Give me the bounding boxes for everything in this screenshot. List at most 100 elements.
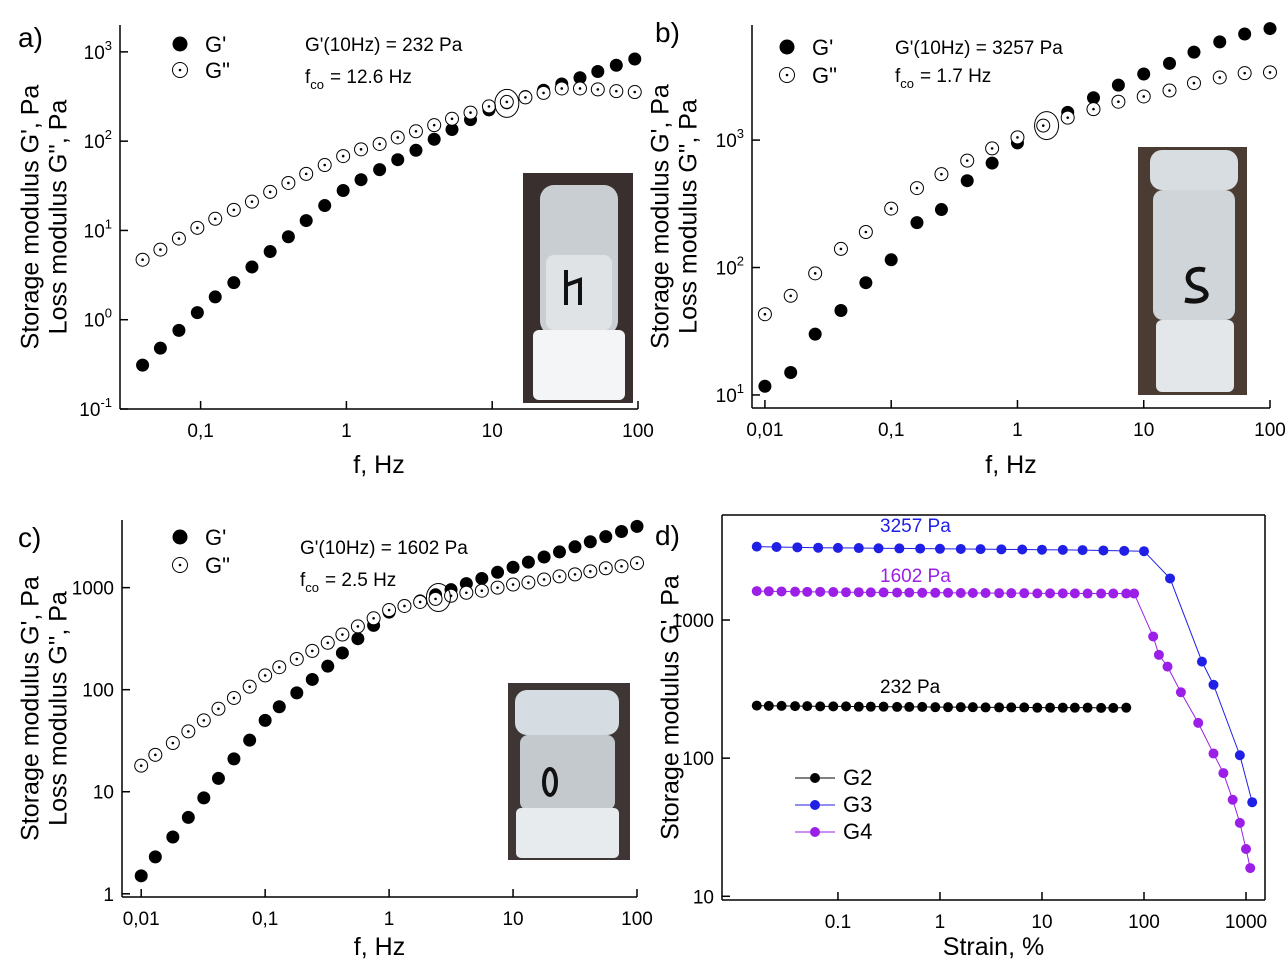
data-point (967, 702, 978, 713)
x-tick-label: 1 (341, 421, 352, 442)
data-point (1006, 702, 1017, 713)
marker-disc (1187, 45, 1201, 59)
marker-disc (599, 530, 613, 544)
marker-disc (272, 700, 286, 714)
y-tick-label: 100 (82, 681, 114, 702)
open-marker (1111, 94, 1126, 109)
marker-dot (263, 674, 267, 677)
legend-label: G" (205, 553, 230, 578)
marker-dot (763, 312, 767, 316)
open-marker (244, 194, 259, 209)
marker-dot (1092, 107, 1095, 111)
marker (197, 791, 211, 805)
open-marker (366, 611, 381, 626)
marker (960, 174, 974, 188)
marker (445, 123, 459, 137)
marker-dot (604, 566, 608, 570)
open-marker (1060, 110, 1075, 125)
marker (475, 571, 489, 585)
legend-marker (810, 800, 820, 810)
marker-disc (630, 519, 644, 533)
y-tick-label: 100 (682, 749, 714, 770)
open-marker (263, 184, 278, 199)
open-marker (1036, 118, 1051, 133)
data-point (802, 586, 813, 597)
marker-disc (506, 560, 520, 574)
marker-dot (323, 163, 327, 167)
y-axis-title: Storage modulus G', Pa (657, 575, 685, 840)
marker-disc (263, 245, 277, 259)
marker (166, 830, 180, 844)
marker (934, 203, 948, 217)
data-point (904, 587, 915, 598)
legend-label: G" (812, 63, 837, 88)
data-point (815, 586, 826, 597)
data-point (1129, 588, 1140, 599)
open-marker (211, 701, 226, 716)
open-marker (808, 266, 823, 281)
data-point (996, 544, 1007, 555)
marker (834, 303, 848, 317)
marker-disc (227, 276, 241, 290)
data-point (917, 587, 928, 598)
marker-dot (178, 68, 182, 72)
marker-dot (487, 105, 491, 108)
marker-dot (596, 88, 600, 91)
x-tick-label: 10 (502, 909, 523, 930)
x-tick-label: 100 (1254, 420, 1286, 441)
marker-disc (299, 214, 313, 228)
tick-label-exponent: 2 (105, 127, 112, 142)
marker-disc (910, 216, 924, 230)
x-tick-label: 1 (935, 912, 946, 933)
marker-dot (1192, 81, 1196, 85)
tick-label-base: 10 (84, 43, 105, 64)
marker (599, 530, 613, 544)
data-point (1245, 863, 1256, 874)
data-point (1032, 588, 1043, 599)
photo-inset (508, 683, 630, 860)
marker (335, 646, 349, 660)
marker-disc (1086, 91, 1100, 105)
marker-dot (940, 172, 943, 176)
data-point (751, 700, 762, 711)
marker-dot (159, 248, 162, 251)
marker (506, 560, 520, 574)
marker-dot (341, 633, 344, 636)
marker (391, 153, 405, 167)
marker (884, 253, 898, 267)
data-point (771, 541, 782, 552)
open-marker (536, 85, 551, 100)
marker-disc (172, 323, 186, 337)
open-marker (481, 99, 496, 114)
open-marker (521, 575, 536, 590)
marker (630, 519, 644, 533)
marker (591, 64, 605, 78)
marker-dot (248, 685, 251, 688)
marker-dot (177, 237, 181, 240)
marker-disc (148, 850, 162, 864)
x-tick-label: 0,1 (878, 420, 904, 441)
marker (758, 379, 772, 393)
data-point (980, 702, 991, 713)
data-point (1057, 702, 1068, 713)
marker-dot (432, 123, 436, 127)
open-marker (630, 556, 644, 571)
marker-dot (542, 578, 546, 581)
data-point (930, 587, 941, 598)
x-tick-label: 1000 (1225, 912, 1267, 933)
panel-label: c) (18, 522, 41, 553)
marker-dot (524, 96, 527, 99)
data-point (975, 544, 986, 555)
marker-dot (527, 581, 530, 584)
legend-label: G' (205, 32, 226, 57)
x-tick-label: 100 (622, 421, 654, 442)
marker-disc (808, 327, 822, 341)
open-marker (165, 736, 180, 751)
open-marker (320, 635, 335, 650)
marker-disc (153, 341, 167, 355)
data-point (1057, 588, 1068, 599)
open-marker (1086, 102, 1101, 117)
data-point (1019, 588, 1030, 599)
marker (427, 132, 441, 146)
marker-dot (450, 117, 454, 121)
